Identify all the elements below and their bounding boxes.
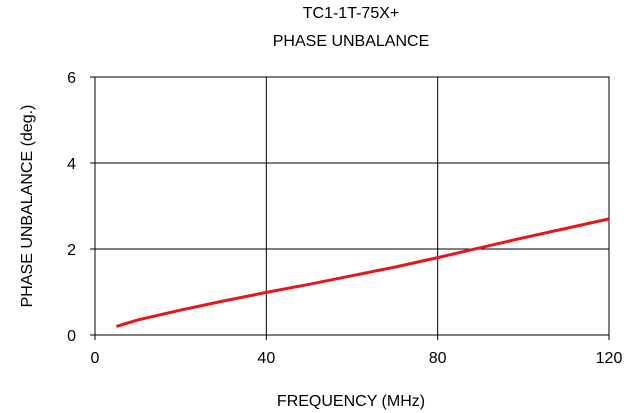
y-tick-label-2: 4 — [67, 156, 76, 173]
series-line-0 — [115, 217, 610, 328]
y-axis-ticks: 0 2 4 6 — [67, 70, 95, 345]
x-axis-label: FREQUENCY (MHz) — [277, 393, 425, 410]
grid — [95, 77, 609, 335]
y-tick-label-1: 2 — [67, 242, 76, 259]
chart-subtitle: PHASE UNBALANCE — [273, 33, 430, 50]
plot-frame — [94, 76, 610, 336]
y-tick-label-0: 0 — [67, 328, 76, 345]
x-axis-ticks: 0 40 80 120 — [91, 335, 623, 367]
chart-title: TC1-1T-75X+ — [303, 5, 399, 22]
x-tick-label-3: 120 — [596, 350, 623, 367]
series-layer — [115, 217, 610, 328]
y-tick-label-3: 6 — [67, 70, 76, 87]
x-tick-label-1: 40 — [257, 350, 275, 367]
x-tick-label-0: 0 — [91, 350, 100, 367]
x-tick-label-2: 80 — [429, 350, 447, 367]
y-axis-label: PHASE UNBALANCE (deg.) — [19, 105, 36, 308]
